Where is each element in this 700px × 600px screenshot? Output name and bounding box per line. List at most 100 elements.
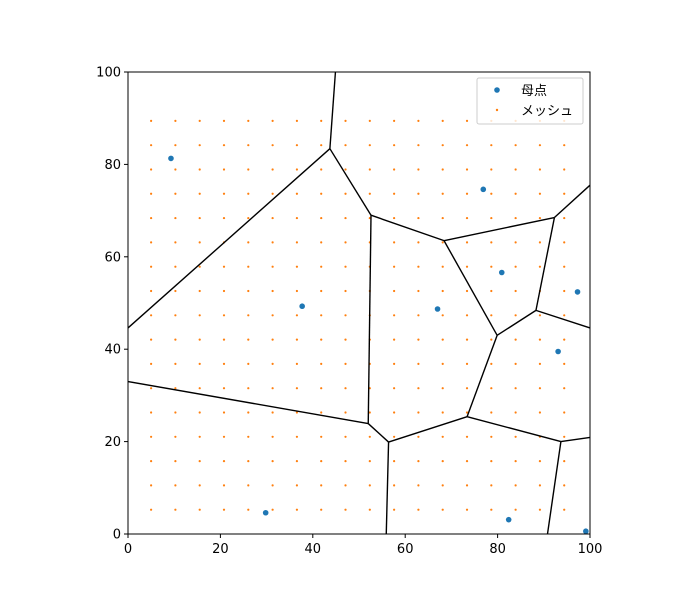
mesh-point — [247, 289, 250, 293]
mesh-point — [490, 265, 493, 268]
mesh-point — [198, 119, 201, 122]
mesh-point — [393, 192, 396, 195]
mesh-point — [198, 411, 201, 414]
mesh-point — [563, 144, 566, 147]
mesh-point — [393, 314, 396, 317]
mesh-point — [563, 362, 566, 365]
mesh-point — [368, 144, 371, 147]
mesh-point — [465, 168, 469, 171]
mesh-point — [174, 241, 177, 244]
mesh-point — [490, 435, 493, 438]
mesh-point — [295, 314, 299, 317]
mesh-point — [417, 314, 420, 317]
mesh-point — [222, 216, 226, 220]
mesh-point — [222, 144, 226, 147]
mesh-point — [295, 192, 299, 195]
mesh-point — [271, 460, 274, 463]
mesh-point — [465, 144, 469, 147]
legend-label-seed-points: 母点 — [521, 84, 547, 99]
mesh-point — [198, 460, 201, 463]
mesh-point — [538, 192, 542, 195]
mesh-point — [490, 216, 493, 220]
mesh-point — [514, 362, 517, 365]
mesh-point — [393, 241, 396, 244]
voronoi-edge — [127, 148, 331, 329]
mesh-point — [538, 484, 542, 487]
mesh-point — [441, 484, 444, 487]
legend-marker-seed-points — [494, 87, 500, 93]
voronoi-edges — [127, 71, 591, 535]
mesh-point — [222, 119, 226, 122]
mesh-point — [271, 241, 274, 244]
mesh-point — [393, 216, 396, 220]
seed-point — [498, 269, 505, 276]
mesh-point — [271, 144, 274, 147]
mesh-point — [417, 192, 420, 195]
mesh-point — [563, 460, 566, 463]
mesh-point — [247, 508, 250, 511]
mesh-point — [417, 216, 420, 220]
voronoi-edge — [127, 380, 369, 425]
seed-point — [574, 289, 581, 295]
mesh-point — [441, 362, 444, 365]
mesh-point — [490, 192, 493, 195]
mesh-point — [393, 387, 396, 390]
voronoi-edge — [385, 442, 390, 535]
mesh-point — [465, 314, 469, 317]
mesh-point — [368, 192, 371, 195]
mesh-point — [198, 508, 201, 511]
mesh-point — [247, 484, 250, 487]
mesh-point — [222, 168, 226, 171]
legend-label-mesh: メッシュ — [521, 104, 573, 119]
mesh-point — [344, 144, 347, 147]
mesh-point — [150, 460, 153, 463]
mesh-point — [344, 314, 347, 317]
mesh-point — [247, 314, 250, 317]
mesh-point — [247, 435, 250, 438]
voronoi-edge — [553, 184, 591, 219]
mesh-point — [320, 289, 323, 293]
mesh-point — [247, 387, 250, 390]
mesh-point — [198, 338, 201, 341]
mesh-point — [538, 241, 542, 244]
mesh-point — [465, 460, 469, 463]
mesh-point — [393, 289, 396, 293]
mesh-point — [222, 338, 226, 341]
mesh-point — [150, 168, 153, 171]
mesh-point — [514, 144, 517, 147]
mesh-point — [271, 168, 274, 171]
mesh-point — [465, 241, 469, 244]
mesh-point — [368, 460, 371, 463]
mesh-point — [490, 144, 493, 147]
mesh-point — [393, 484, 396, 487]
mesh-point — [198, 362, 201, 365]
mesh-point — [247, 144, 250, 147]
mesh-point — [295, 338, 299, 341]
mesh-point — [441, 265, 444, 268]
mesh-point — [563, 168, 566, 171]
mesh-point — [271, 192, 274, 195]
mesh-point — [174, 216, 177, 220]
axes-frame — [127, 71, 591, 535]
mesh-point — [417, 338, 420, 341]
mesh-point — [441, 119, 444, 122]
mesh-point — [344, 338, 347, 341]
mesh-point — [393, 362, 396, 365]
mesh-point — [198, 289, 201, 293]
mesh-point — [295, 216, 299, 220]
mesh-point — [538, 168, 542, 171]
mesh-point — [320, 192, 323, 195]
x-tick-label: 60 — [397, 542, 414, 557]
seed-point — [299, 303, 305, 310]
mesh-point — [563, 435, 566, 438]
mesh-point — [538, 314, 542, 317]
x-axis: 0 20 40 60 80 100 — [124, 534, 602, 557]
y-tick-marks — [124, 71, 128, 535]
mesh-point — [320, 387, 323, 390]
y-tick-label: 0 — [113, 528, 121, 543]
mesh-point — [222, 435, 226, 438]
mesh-point — [441, 314, 444, 317]
mesh-point — [344, 168, 347, 171]
x-tick-marks — [127, 534, 591, 538]
mesh-point — [344, 460, 347, 463]
